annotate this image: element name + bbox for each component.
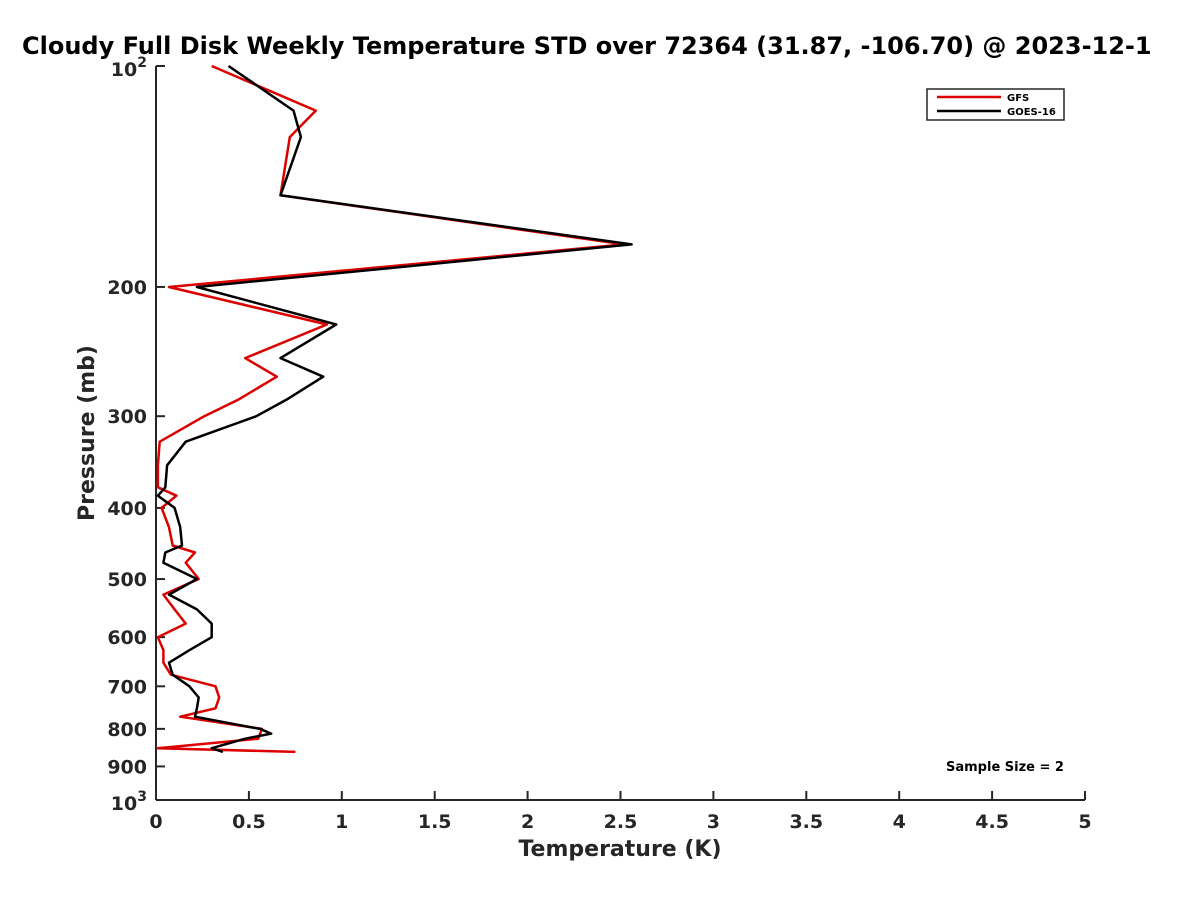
y-tick-label: 900 (107, 756, 147, 778)
y-tick-label: 800 (107, 719, 147, 741)
y-tick-label-exponent: 3 (137, 789, 147, 805)
y-tick-label: 500 (107, 569, 147, 591)
legend-entry: GFS (1007, 93, 1029, 104)
x-axis-label: Temperature (K) (518, 837, 721, 862)
y-tick-label-base: 10 (111, 793, 137, 815)
x-tick-label: 1.5 (418, 811, 452, 833)
x-tick-label: 0.5 (232, 811, 266, 833)
y-tick-label: 400 (107, 498, 147, 520)
y-tick-label-base: 10 (111, 59, 137, 81)
sample-size-annotation: Sample Size = 2 (946, 760, 1064, 775)
legend-entry: GOES-16 (1007, 107, 1056, 118)
x-tick-label: 4 (893, 811, 906, 833)
axes: 0 0.5 1 1.5 2 2.5 3 3.5 4 4.5 51022003004005006007… (107, 55, 1091, 833)
y-tick-label: 102 (111, 55, 147, 81)
y-tick-label: 200 (107, 277, 147, 299)
y-tick-label: 700 (107, 676, 147, 698)
x-tick-label: 4.5 (975, 811, 1009, 833)
legend-box (926, 88, 1065, 121)
x-tick-label: 3 (707, 811, 720, 833)
y-axis-label: Pressure (mb) (75, 345, 100, 521)
y-tick-label: 300 (107, 406, 147, 428)
x-tick-label: 3.5 (789, 811, 823, 833)
y-tick-label-exponent: 2 (137, 55, 147, 71)
series-line-gfs (156, 64, 626, 754)
x-tick-label: 2 (521, 811, 534, 833)
series-layer (156, 64, 633, 754)
x-tick-label: 5 (1078, 811, 1091, 833)
series-line-goes-16 (156, 64, 633, 754)
x-tick-label: 2.5 (604, 811, 638, 833)
chart-title: Cloudy Full Disk Weekly Temperature STD … (22, 32, 1152, 60)
y-tick-label: 600 (107, 627, 147, 649)
x-tick-label: 1 (335, 811, 348, 833)
y-tick-label: 103 (111, 789, 147, 815)
legend: GFS GOES-16 (926, 88, 1065, 121)
x-tick-label: 0 (149, 811, 162, 833)
